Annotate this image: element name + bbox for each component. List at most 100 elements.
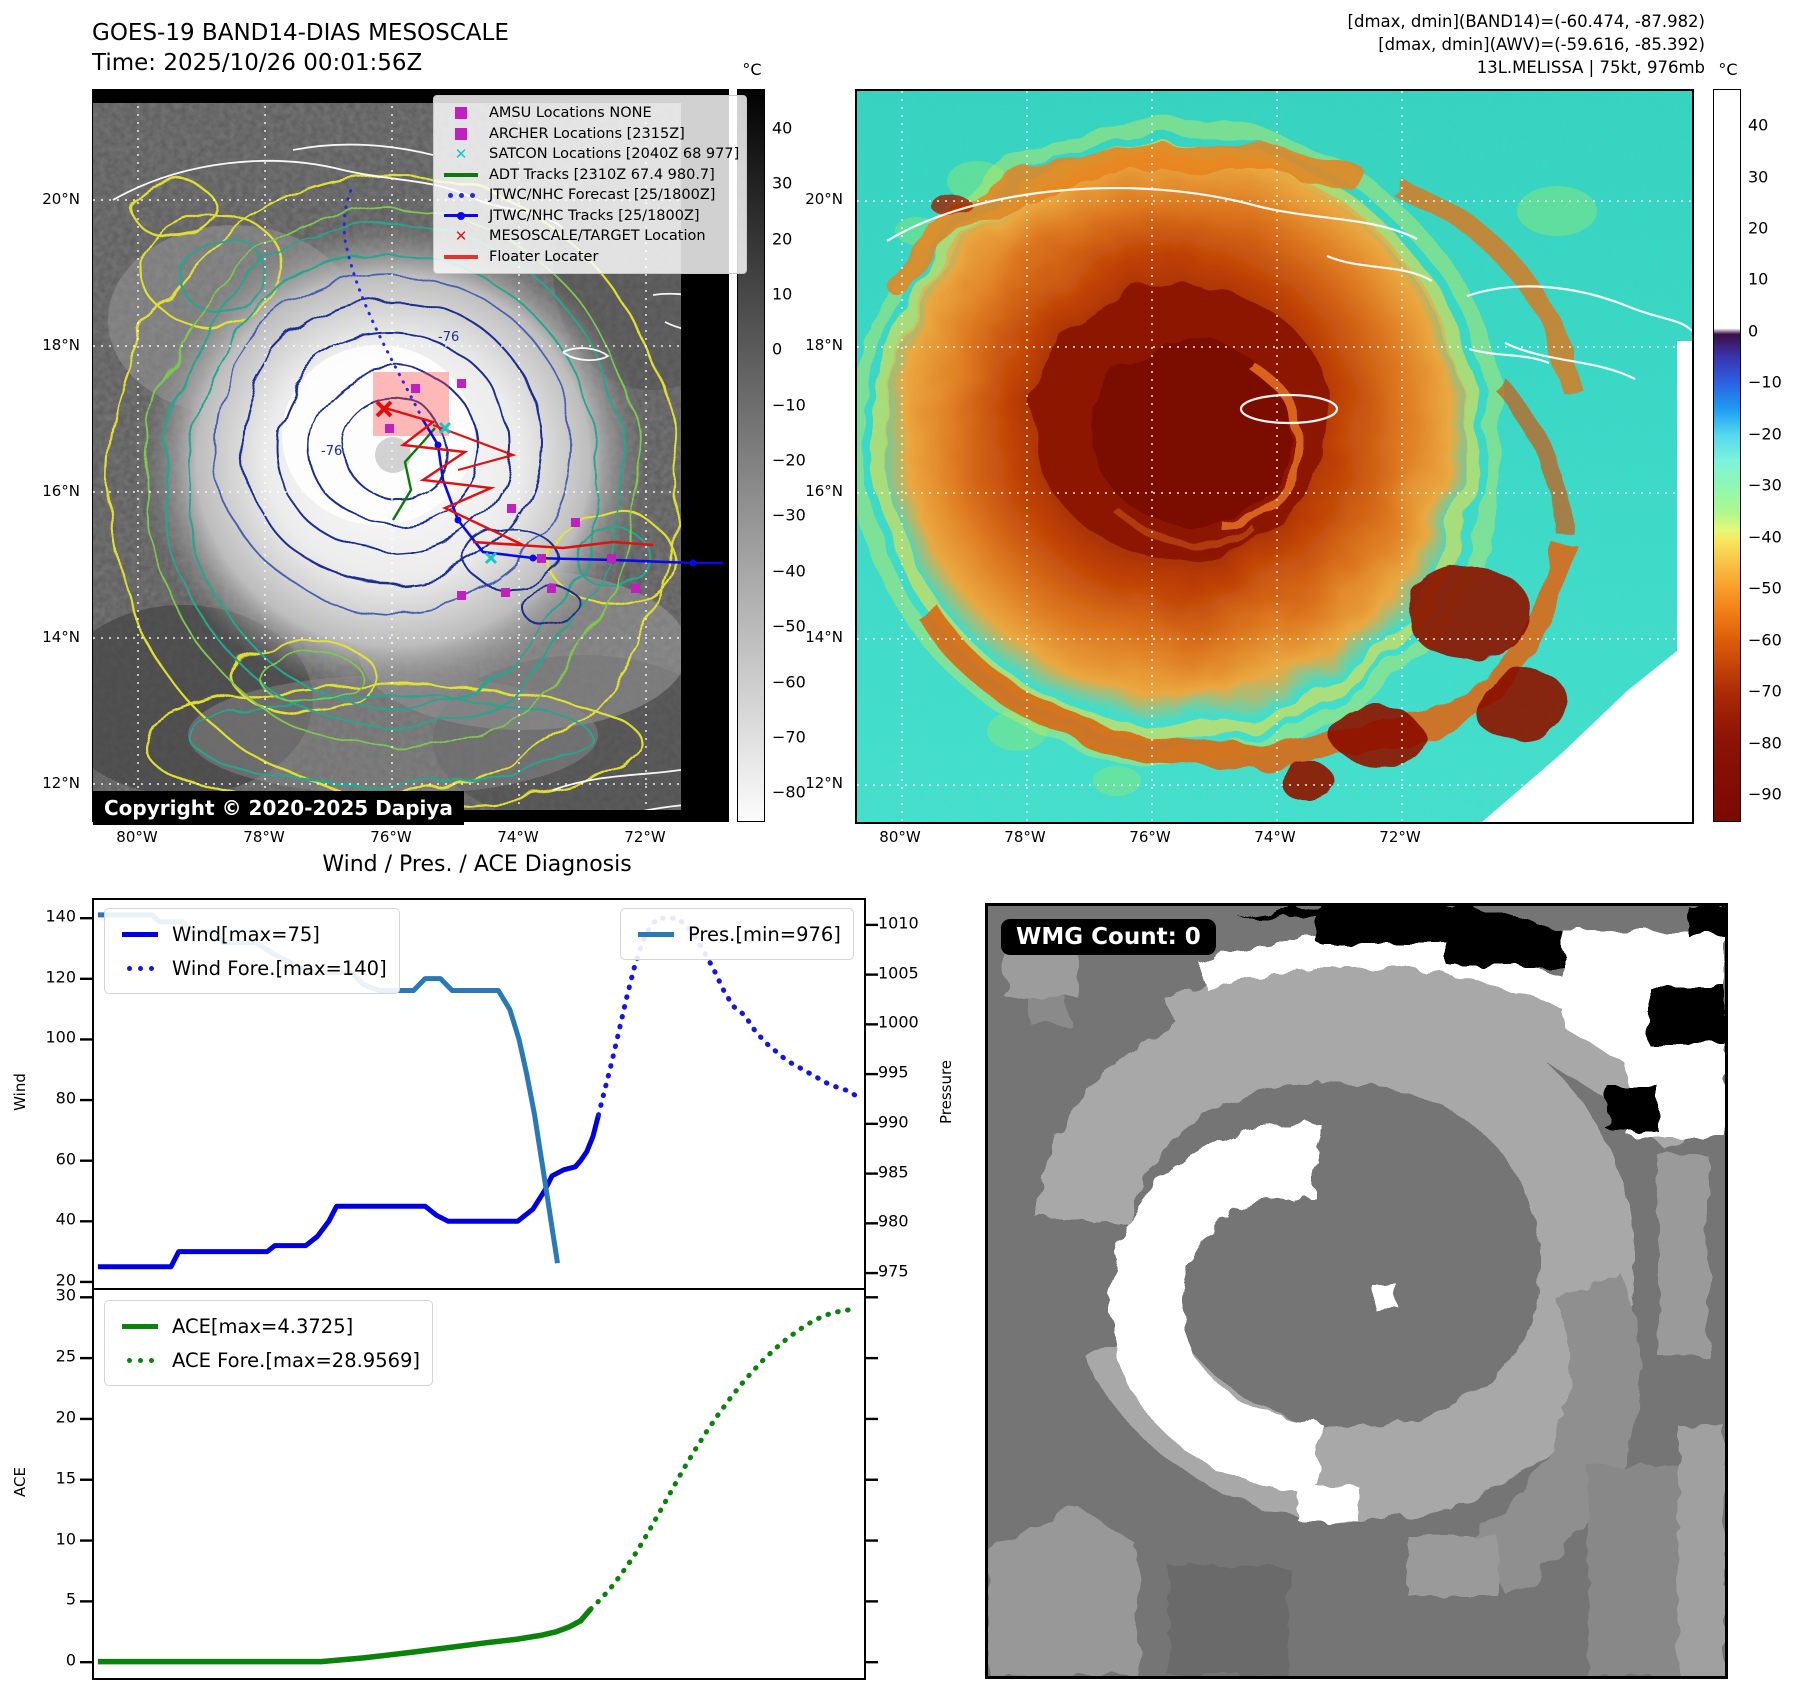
chart-tick-label: 15 [55,1468,76,1488]
chart-tick-label: 140 [45,906,76,926]
left-colorbar-unit: °C [742,60,762,79]
chart-tick-label: 1005 [878,963,919,983]
linedot-marker [444,210,478,222]
contour-label: -76 [321,444,343,459]
legend-item: Wind Fore.[max=140] [117,951,387,985]
eye-swirl [1221,362,1304,531]
y-tick-label: 14°N [42,628,80,647]
colorbar-tick: −70 [1748,681,1782,701]
contour-label: -76 [438,330,460,345]
legend-item: AMSU Locations NONE [442,103,738,124]
legend-item: Pres.[min=976] [633,917,841,951]
square-marker-icon [442,127,480,140]
target-x-marker [375,400,393,418]
colorbar-tick: 0 [1748,321,1759,341]
colorbar-tick: −50 [1748,578,1782,598]
x-tick-label: 78°W [243,828,285,846]
colorbar-tick: −30 [1748,475,1782,495]
series-ace-max-4-3725- [97,1607,593,1665]
thick-marker-icon [633,931,679,937]
colorbar-tick: −60 [772,672,806,692]
ace-legend: ACE[max=4.3725] ACE Fore.[max=28.9569] [104,1300,434,1386]
chart-tick-label: 25 [55,1346,76,1366]
x-tick-label: 80°W [879,828,921,846]
x-marker: ✕ [454,145,468,164]
map-legend: AMSU Locations NONE ARCHER Locations [231… [433,95,747,274]
colorbar-tick: 40 [772,118,793,138]
north-rainband [884,142,1370,294]
thick-marker [638,931,674,937]
chart-tick-label: 975 [878,1261,909,1281]
dmax-dmin-awv: [dmax, dmin](AWV)=(-59.616, -85.392) [1378,35,1705,54]
chart-tick-label: 990 [878,1112,909,1132]
x-tick-label: 74°W [1254,828,1296,846]
legend-label: ADT Tracks [2310Z 67.4 980.7] [489,166,715,183]
x-tick-label: 76°W [1129,828,1171,846]
wmg-count-badge: WMG Count: 0 [1001,919,1216,955]
colorbar-tick: 30 [772,173,793,193]
colorbar-tick: −70 [772,727,806,747]
colorbar-tick: 10 [772,284,793,304]
colorbar-tick: −20 [772,450,806,470]
legend-label: SATCON Locations [2040Z 68 977] [489,146,740,163]
thick-marker-icon [117,931,163,937]
no-data-region [1482,341,1692,822]
colorbar-tick: −80 [1748,733,1782,753]
y-tick-label: 20°N [805,190,843,208]
ace-chart-canvas [80,1296,878,1665]
y-tick-label: 20°N [42,190,80,208]
dotted-marker-icon [442,192,480,198]
y-tick-label: 18°N [805,335,843,354]
x-tick-label: 76°W [370,828,412,846]
dotted-marker-icon [117,1357,163,1363]
legend-label: ARCHER Locations [2315Z] [489,125,685,142]
pressure-axis-label: Pressure [937,1059,955,1125]
chart-tick-label: 30 [55,1285,76,1305]
chart-tick-label: 40 [55,1209,76,1229]
hispaniola-coastline [1466,285,1692,380]
colorbar-tick: 30 [1748,167,1769,186]
y-tick-label: 14°N [805,628,843,647]
right-map-y-axis: 20°N 18°N 16°N 14°N 12°N [793,89,849,820]
lat-lon-gridlines [93,90,728,821]
legend-label: Wind Fore.[max=140] [172,956,387,980]
timestamp: Time: 2025/10/26 00:01:56Z [92,50,423,76]
pressure-legend: Pres.[min=976] [620,908,854,960]
y-tick-label: 12°N [805,774,843,792]
chart-title: Wind / Pres. / ACE Diagnosis [322,852,632,877]
line-marker-icon [442,255,480,259]
page-title: GOES-19 BAND14-DIAS MESOSCALE [92,20,509,46]
y-tick-label: 16°N [805,482,843,501]
pressure-y-axis-labels: 1010 1005 1000 995 990 985 980 975 [866,898,930,1286]
y-tick-label: 16°N [42,482,80,501]
chart-tick-label: 1000 [878,1012,919,1032]
legend-label: AMSU Locations NONE [489,105,652,122]
square-marker-icon [442,107,480,120]
wind-y-axis-labels: 140 120 100 80 60 40 20 [32,898,84,1290]
archer-locations [385,379,640,600]
chart-tick-label: 985 [878,1162,909,1182]
left-colorbar-ticks: 40 30 20 10 0 −10 −20 −30 −40 −50 −60 −70 −80 [772,89,836,820]
thick-marker [122,931,158,937]
right-map-x-axis: 80°W 78°W 76°W 74°W 72°W [855,822,1690,846]
colorbar-tick: −60 [1748,630,1782,650]
chart-tick-label: 980 [878,1211,909,1231]
dotted-marker [126,965,154,971]
legend-label: Wind[max=75] [172,922,320,946]
left-map-y-axis: 20°N 18°N 16°N 14°N 12°N [30,89,86,820]
chart-tick-label: 0 [65,1650,76,1670]
y-tick-label: 12°N [42,774,80,792]
legend-item: ADT Tracks [2310Z 67.4 980.7] [442,165,738,186]
linedot-marker-icon [442,210,480,222]
floater-track [384,406,654,550]
legend-item: ACE[max=4.3725] [117,1309,420,1343]
x-tick-label: 72°W [624,828,666,846]
wmg-panel: WMG Count: 0 [985,902,1728,1679]
chart-tick-label: 995 [878,1062,909,1082]
legend-item: ✕ SATCON Locations [2040Z 68 977] [442,144,740,165]
colorbar-tick: 20 [772,229,793,249]
wmg-blocks [988,902,1725,1676]
chart-tick-label: 20 [55,1270,76,1290]
green-contours [146,207,640,749]
chart-tick-label: 5 [65,1589,76,1609]
